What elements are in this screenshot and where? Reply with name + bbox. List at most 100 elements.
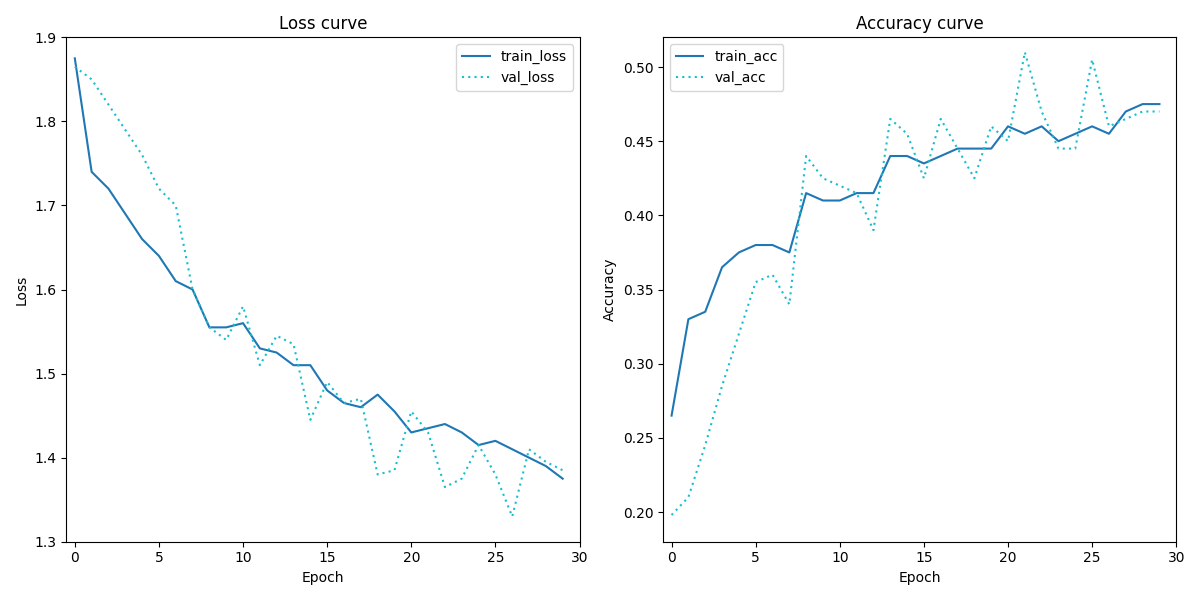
train_loss xyxy=(421,425,436,432)
val_acc xyxy=(1152,108,1166,115)
val_loss xyxy=(522,446,536,453)
Line: val_acc: val_acc xyxy=(672,52,1159,515)
train_loss xyxy=(185,286,199,293)
val_acc xyxy=(665,511,679,518)
train_loss xyxy=(84,168,98,175)
val_loss xyxy=(488,471,503,478)
val_acc xyxy=(1034,108,1049,115)
train_loss xyxy=(304,362,318,369)
val_loss xyxy=(337,400,352,407)
train_loss xyxy=(539,463,553,470)
train_loss xyxy=(236,320,251,327)
val_acc xyxy=(715,382,730,389)
train_loss xyxy=(202,324,216,331)
val_loss xyxy=(304,416,318,424)
train_acc xyxy=(1051,137,1066,145)
val_loss xyxy=(185,286,199,293)
train_acc xyxy=(766,241,780,248)
val_loss xyxy=(84,76,98,83)
train_acc xyxy=(984,145,998,152)
train_loss xyxy=(472,442,486,449)
Title: Accuracy curve: Accuracy curve xyxy=(856,15,984,33)
train_acc xyxy=(732,249,746,256)
val_acc xyxy=(883,115,898,122)
val_loss xyxy=(371,471,385,478)
train_acc xyxy=(1118,108,1133,115)
val_acc xyxy=(917,175,931,182)
train_loss xyxy=(101,185,115,192)
train_acc xyxy=(1018,130,1032,137)
train_loss xyxy=(253,345,268,352)
val_loss xyxy=(253,362,268,369)
train_loss xyxy=(438,421,452,428)
val_acc xyxy=(732,331,746,338)
train_loss xyxy=(354,404,368,411)
train_acc xyxy=(665,412,679,419)
val_acc xyxy=(1085,56,1099,63)
val_loss xyxy=(270,332,284,340)
val_loss xyxy=(556,467,570,474)
val_loss xyxy=(67,63,82,70)
train_acc xyxy=(1068,130,1082,137)
val_loss xyxy=(421,429,436,436)
train_loss xyxy=(220,324,234,331)
train_acc xyxy=(715,263,730,271)
val_loss xyxy=(134,151,149,158)
Title: Loss curve: Loss curve xyxy=(278,15,367,33)
val_loss xyxy=(404,408,419,415)
train_loss xyxy=(67,55,82,62)
val_loss xyxy=(101,101,115,108)
train_loss xyxy=(404,429,419,436)
train_acc xyxy=(934,152,948,160)
val_acc xyxy=(749,278,763,286)
val_acc xyxy=(1018,49,1032,56)
val_acc xyxy=(1068,145,1082,152)
val_acc xyxy=(866,227,881,234)
val_acc xyxy=(766,271,780,278)
train_loss xyxy=(168,278,182,285)
val_acc xyxy=(1051,145,1066,152)
val_loss xyxy=(320,379,335,386)
val_acc xyxy=(934,115,948,122)
val_acc xyxy=(1001,137,1015,145)
val_acc xyxy=(850,190,864,197)
train_acc xyxy=(833,197,847,204)
train_loss xyxy=(287,362,301,369)
train_loss xyxy=(388,408,402,415)
val_acc xyxy=(1135,108,1150,115)
val_acc xyxy=(1118,115,1133,122)
train_acc xyxy=(917,160,931,167)
val_acc xyxy=(950,145,965,152)
val_loss xyxy=(539,458,553,466)
val_acc xyxy=(682,494,696,501)
X-axis label: Epoch: Epoch xyxy=(899,571,941,585)
train_acc xyxy=(967,145,982,152)
train_loss xyxy=(455,429,469,436)
train_acc xyxy=(698,308,713,316)
val_acc xyxy=(967,175,982,182)
train_acc xyxy=(883,152,898,160)
val_acc xyxy=(1102,123,1116,130)
train_acc xyxy=(1001,123,1015,130)
train_acc xyxy=(1135,100,1150,107)
train_loss xyxy=(320,387,335,394)
Legend: train_loss, val_loss: train_loss, val_loss xyxy=(456,44,572,91)
val_acc xyxy=(900,130,914,137)
train_acc xyxy=(950,145,965,152)
val_loss xyxy=(438,484,452,491)
val_loss xyxy=(354,395,368,403)
train_acc xyxy=(682,316,696,323)
train_acc xyxy=(1034,123,1049,130)
val_loss xyxy=(287,341,301,348)
train_acc xyxy=(1102,130,1116,137)
val_acc xyxy=(799,152,814,160)
val_loss xyxy=(455,475,469,482)
val_acc xyxy=(698,442,713,449)
train_loss xyxy=(488,437,503,445)
val_acc xyxy=(782,301,797,308)
val_loss xyxy=(505,513,520,520)
train_acc xyxy=(866,190,881,197)
val_loss xyxy=(151,185,166,192)
train_loss xyxy=(522,454,536,461)
val_acc xyxy=(816,175,830,182)
